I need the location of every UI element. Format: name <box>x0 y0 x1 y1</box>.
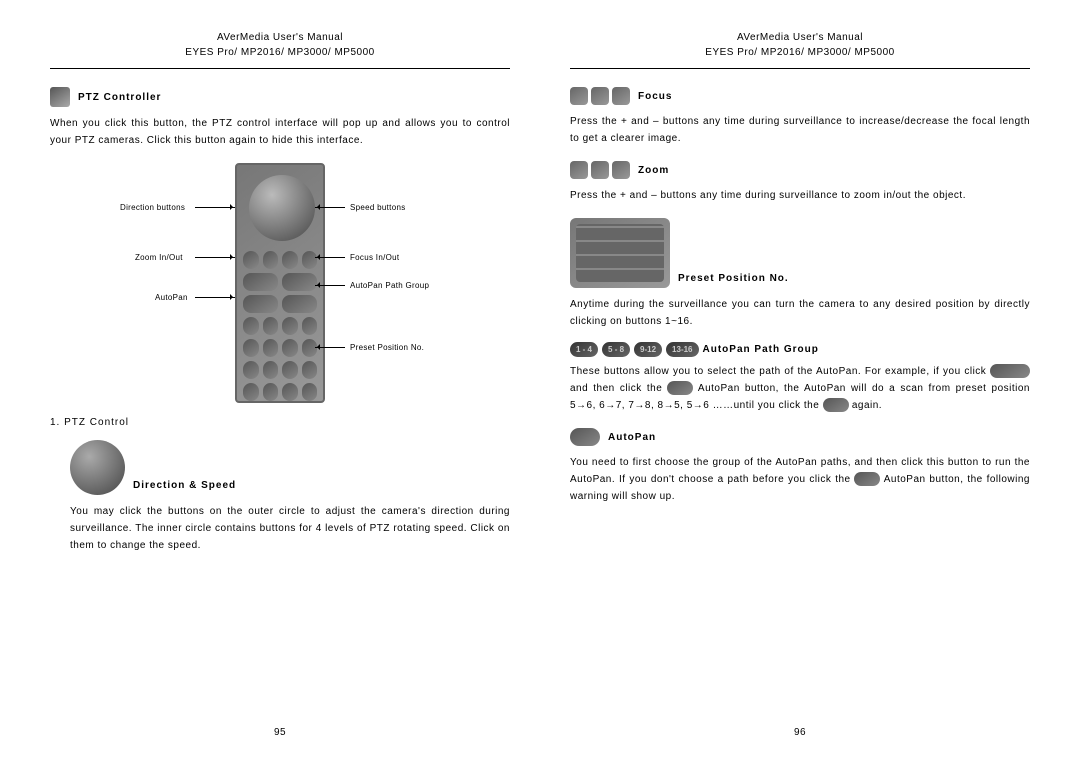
header-line1-r: AVerMedia User's Manual <box>570 30 1030 45</box>
arrow-autopan <box>195 297 235 298</box>
arrow-preset <box>315 347 345 348</box>
page-header: AVerMedia User's Manual EYES Pro/ MP2016… <box>50 30 510 69</box>
autopan-row: AutoPan <box>570 428 1030 446</box>
ptz-controller-icon <box>50 87 70 107</box>
preset-row: Preset Position No. <box>570 218 1030 288</box>
autopan-title: AutoPan <box>608 432 656 443</box>
inline-autopan-icon-1 <box>667 381 693 395</box>
preset-body: Anytime during the surveillance you can … <box>570 296 1030 330</box>
arrow-speed <box>315 207 345 208</box>
pathgroup-btn-4: 13-16 <box>666 342 698 357</box>
direction-speed-title: Direction & Speed <box>133 480 236 491</box>
focus-body: Press the + and – buttons any time durin… <box>570 113 1030 147</box>
focus-icons <box>570 87 630 105</box>
page-right: AVerMedia User's Manual EYES Pro/ MP2016… <box>570 30 1030 733</box>
direction-speed-icon <box>70 440 125 495</box>
label-focus-inout: Focus In/Out <box>350 253 399 262</box>
header-line1: AVerMedia User's Manual <box>50 30 510 45</box>
pathgroup-body-1: These buttons allow you to select the pa… <box>570 366 990 377</box>
page-header-right: AVerMedia User's Manual EYES Pro/ MP2016… <box>570 30 1030 69</box>
remote-row-4 <box>243 317 317 335</box>
remote-row-6 <box>243 361 317 379</box>
arrow-direction <box>195 207 235 208</box>
pathgroup-btn-2: 5 - 8 <box>602 342 630 357</box>
zoom-body: Press the + and – buttons any time durin… <box>570 187 1030 204</box>
remote-row-1 <box>243 251 317 269</box>
pathgroup-title: AutoPan Path Group <box>703 344 819 355</box>
inline-5-8-icon <box>990 364 1030 378</box>
page-number-right: 96 <box>570 727 1030 738</box>
pathgroup-row: 1 - 4 5 - 8 9-12 13-16 AutoPan Path Grou… <box>570 342 1030 357</box>
focus-title: Focus <box>638 91 672 102</box>
autopan-body: You need to first choose the group of th… <box>570 454 1030 505</box>
pathgroup-btn-1: 1 - 4 <box>570 342 598 357</box>
ptz-controller-title: PTZ Controller <box>78 92 161 103</box>
header-line2-r: EYES Pro/ MP2016/ MP3000/ MP5000 <box>570 45 1030 60</box>
focus-row: Focus <box>570 87 1030 105</box>
pathgroup-body-mid: and then click the <box>570 383 667 394</box>
arrow-zoom <box>195 257 235 258</box>
direction-speed-row: Direction & Speed <box>70 440 510 495</box>
label-direction-buttons: Direction buttons <box>120 203 185 212</box>
autopan-icon <box>570 428 600 446</box>
inline-autopan-icon-3 <box>854 472 880 486</box>
label-autopan-path-group: AutoPan Path Group <box>350 281 429 290</box>
zoom-title: Zoom <box>638 165 669 176</box>
zoom-row: Zoom <box>570 161 1030 179</box>
ptz-controller-row: PTZ Controller <box>50 87 510 107</box>
arrow-focus <box>315 257 345 258</box>
remote-row-3 <box>243 295 317 313</box>
preset-title: Preset Position No. <box>678 273 789 284</box>
section-1-ptz-control: 1. PTZ Control <box>50 417 510 428</box>
arrow-pathgroup <box>315 285 345 286</box>
pathgroup-body: These buttons allow you to select the pa… <box>570 363 1030 414</box>
label-zoom-inout: Zoom In/Out <box>135 253 183 262</box>
direction-speed-body: You may click the buttons on the outer c… <box>70 503 510 554</box>
label-speed-buttons: Speed buttons <box>350 203 406 212</box>
page-number-left: 95 <box>50 727 510 738</box>
remote-graphic <box>235 163 325 403</box>
page-left: AVerMedia User's Manual EYES Pro/ MP2016… <box>50 30 510 733</box>
preset-keypad-icon <box>570 218 670 288</box>
remote-row-7 <box>243 383 317 401</box>
pathgroup-btn-3: 9-12 <box>634 342 662 357</box>
pathgroup-body-3: again. <box>852 400 882 411</box>
ptz-diagram: Direction buttons Zoom In/Out AutoPan Sp… <box>90 163 470 403</box>
inline-autopan-icon-2 <box>823 398 849 412</box>
remote-row-2 <box>243 273 317 291</box>
remote-row-5 <box>243 339 317 357</box>
remote-knob <box>249 175 315 241</box>
header-line2: EYES Pro/ MP2016/ MP3000/ MP5000 <box>50 45 510 60</box>
label-autopan: AutoPan <box>155 293 188 302</box>
zoom-icons <box>570 161 630 179</box>
ptz-controller-body: When you click this button, the PTZ cont… <box>50 115 510 149</box>
label-preset-position: Preset Position No. <box>350 343 424 352</box>
